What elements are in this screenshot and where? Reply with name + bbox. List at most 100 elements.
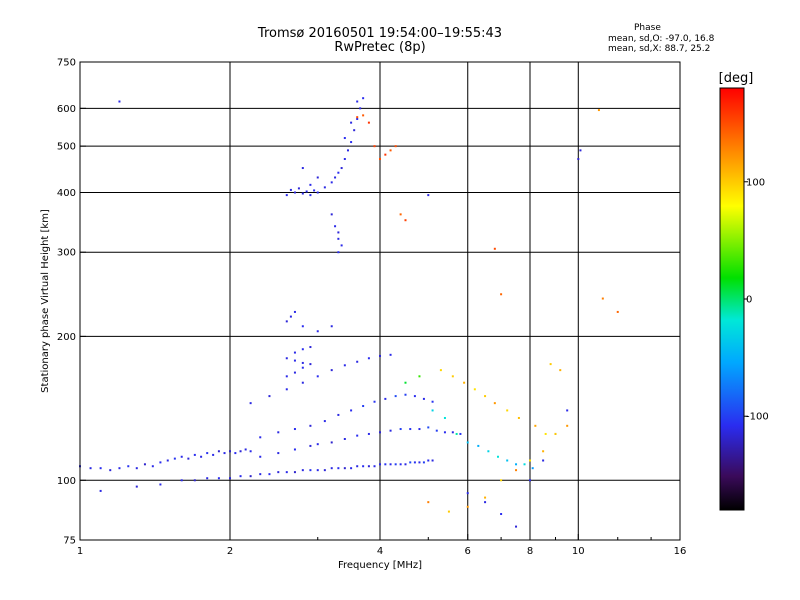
data-point [373,465,376,468]
data-point [135,467,138,470]
colorbar [720,88,744,510]
data-point [367,465,370,468]
data-points [79,97,619,528]
data-point [379,463,381,466]
data-point [330,325,333,328]
data-point [337,467,340,470]
data-point [249,450,252,453]
data-point [487,450,490,453]
data-point [367,357,370,360]
data-point [99,489,102,492]
data-point [309,363,312,366]
data-point [316,191,319,194]
data-point [350,467,353,470]
data-point [297,187,300,190]
y-axis-label: Stationary phase Virtual Height [km] [40,209,51,393]
data-point [404,463,407,466]
data-point [285,194,288,197]
chart-subtitle: RwPretec (8p) [334,40,426,55]
grid-lines [80,62,680,540]
data-point [309,469,312,472]
x-axis-label: Frequency [MHz] [338,560,422,571]
data-point [143,463,146,466]
data-point [418,428,421,431]
data-point [373,145,376,148]
data-point [356,116,359,119]
data-point [334,225,337,228]
data-point [223,452,226,455]
data-point [350,141,353,144]
data-point [409,461,412,464]
data-point [323,420,326,423]
data-point [466,492,469,495]
data-point [399,463,402,466]
data-point [343,467,346,470]
phase-stats-heading: Phase [634,23,661,33]
data-point [579,149,582,152]
data-point [418,461,421,464]
colorbar-ticks: 100 0 -100 [719,87,769,511]
data-point [484,395,487,398]
data-point [443,431,446,434]
data-point [293,351,296,354]
data-point [373,400,376,403]
data-point [166,459,169,462]
data-point [459,432,462,435]
data-point [309,194,312,197]
data-point [151,465,154,468]
data-point [268,473,271,476]
data-point [554,432,557,435]
data-point [529,459,531,462]
data-point [542,450,545,453]
data-point [404,381,407,384]
data-point [549,363,552,366]
data-point [362,405,365,408]
data-point [289,315,292,318]
data-point [384,463,387,466]
data-point [566,409,569,412]
data-point [337,231,340,234]
data-point [285,375,288,378]
data-point [404,219,407,222]
data-point [293,310,296,313]
data-point [517,416,520,419]
data-point [337,251,340,254]
data-point [463,381,466,384]
data-point [616,310,619,313]
data-point [118,100,121,103]
data-point [316,176,319,179]
data-point [285,388,288,391]
data-point [431,400,434,403]
data-point [323,186,326,189]
colorbar-tick-label: 0 [746,295,752,306]
data-point [313,189,316,192]
data-point [239,475,242,478]
data-point [330,181,333,184]
data-point [394,463,397,466]
data-point [301,325,304,328]
data-point [394,395,397,398]
data-point [301,381,304,384]
colorbar-tick-label: 100 [746,177,765,188]
data-point [309,346,312,349]
phase-stats-x: mean, sd,X: 88.7, 25.2 [608,44,711,54]
data-point [259,436,262,439]
data-point [443,416,446,419]
data-point [234,452,237,455]
data-point [356,465,359,468]
data-point [229,450,231,453]
data-point [289,188,292,191]
data-point [515,463,518,466]
data-point [544,432,547,435]
data-point [422,397,425,400]
data-point [362,97,365,100]
data-point [359,107,362,110]
data-point [135,485,138,488]
phase-stats-o: mean, sd,O: -97.0, 16.8 [608,34,715,44]
data-point [277,471,280,474]
data-point [343,137,346,140]
data-point [323,469,326,472]
data-point [89,467,92,470]
data-point [217,477,220,480]
data-point [484,496,487,499]
